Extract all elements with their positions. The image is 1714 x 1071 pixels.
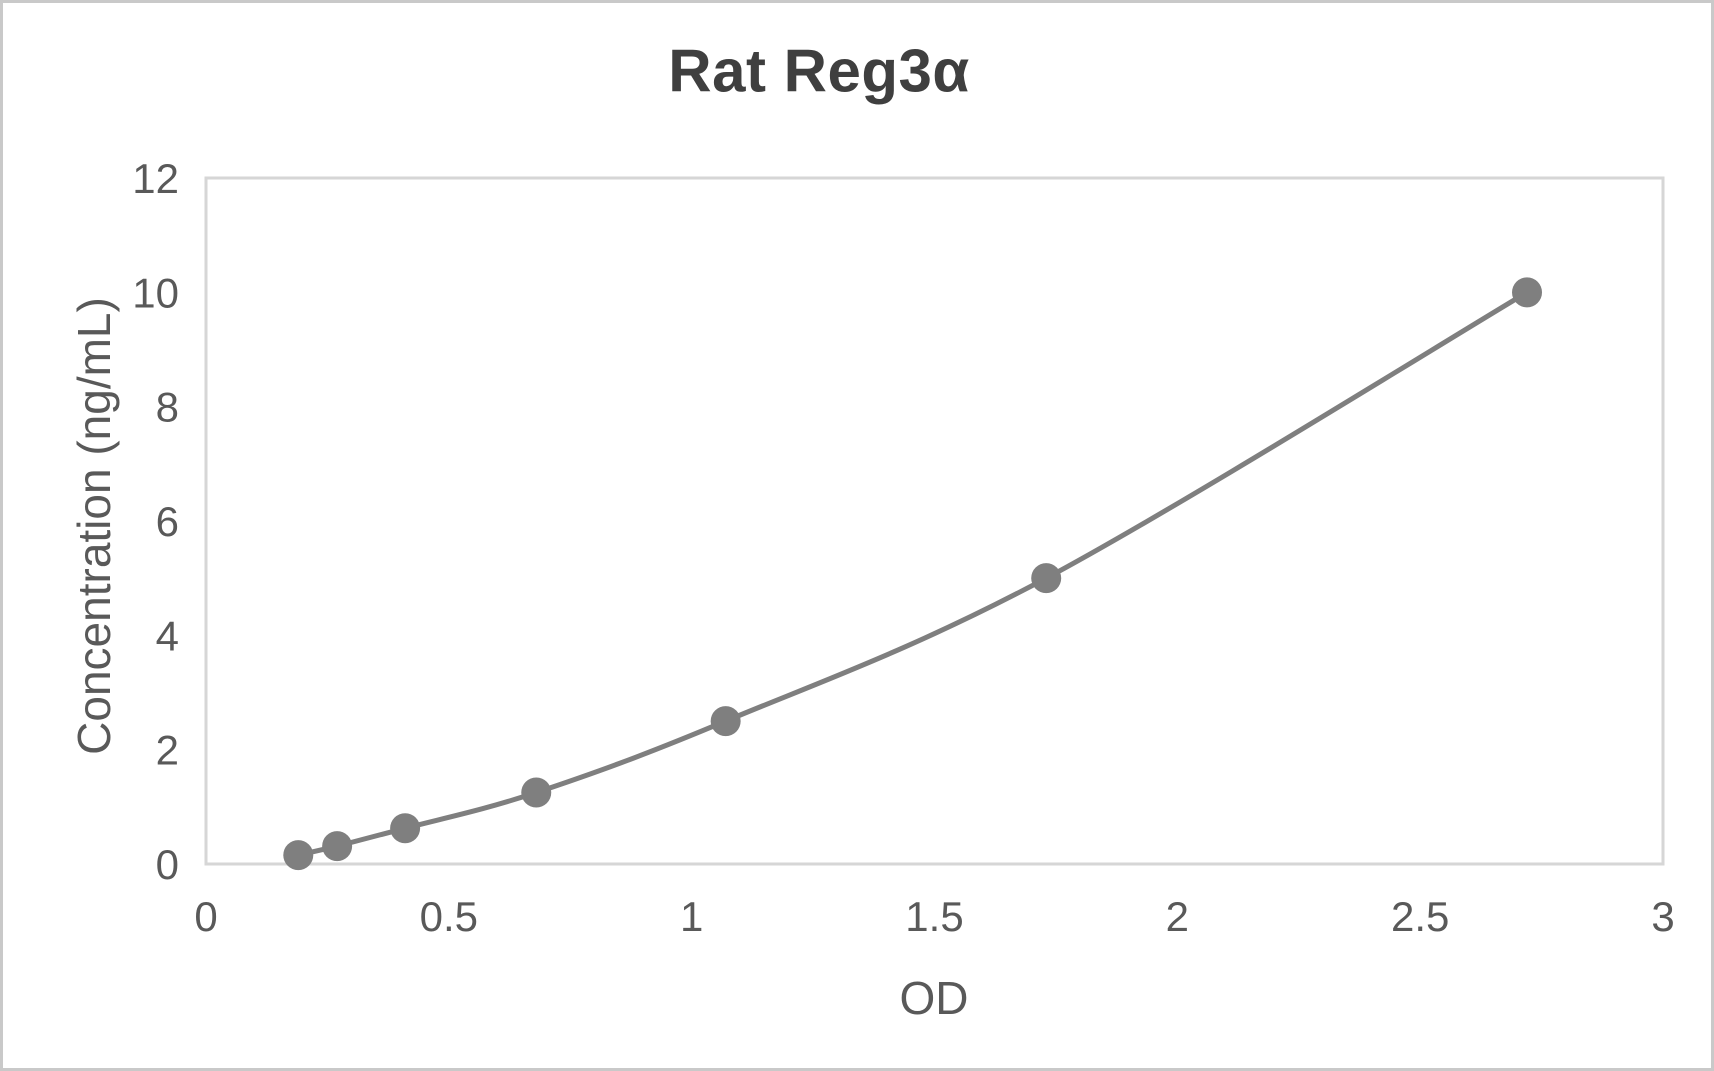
data-point xyxy=(1031,563,1062,594)
x-tick-label: 0.5 xyxy=(420,893,478,940)
data-point xyxy=(390,813,421,844)
data-point xyxy=(710,706,741,737)
y-tick-label: 0 xyxy=(156,841,179,888)
y-tick-label: 6 xyxy=(156,498,179,545)
x-axis-title: OD xyxy=(899,972,969,1024)
x-tick-label: 1.5 xyxy=(905,893,963,940)
data-point xyxy=(283,840,314,871)
plot-area: 0 0.5 1 1.5 2 2.5 3 0 2 4 6 8 10 12 xyxy=(132,155,1674,940)
x-tick-label: 2 xyxy=(1166,893,1189,940)
y-tick-label: 4 xyxy=(156,612,179,659)
x-tick-label: 2.5 xyxy=(1391,893,1449,940)
data-point xyxy=(322,831,353,862)
y-tick-label: 12 xyxy=(132,155,179,202)
y-tick-label: 8 xyxy=(156,384,179,431)
y-tick-label: 10 xyxy=(132,269,179,316)
plot-border xyxy=(204,176,1665,866)
series-line xyxy=(295,289,1530,858)
x-tick-label: 3 xyxy=(1651,893,1674,940)
y-tick-label: 2 xyxy=(156,727,179,774)
x-tick-label: 1 xyxy=(680,893,703,940)
data-point xyxy=(1512,277,1543,308)
chart-title: Rat Reg3α xyxy=(668,37,970,105)
data-point xyxy=(521,777,552,808)
x-tick-label: 0 xyxy=(194,893,217,940)
